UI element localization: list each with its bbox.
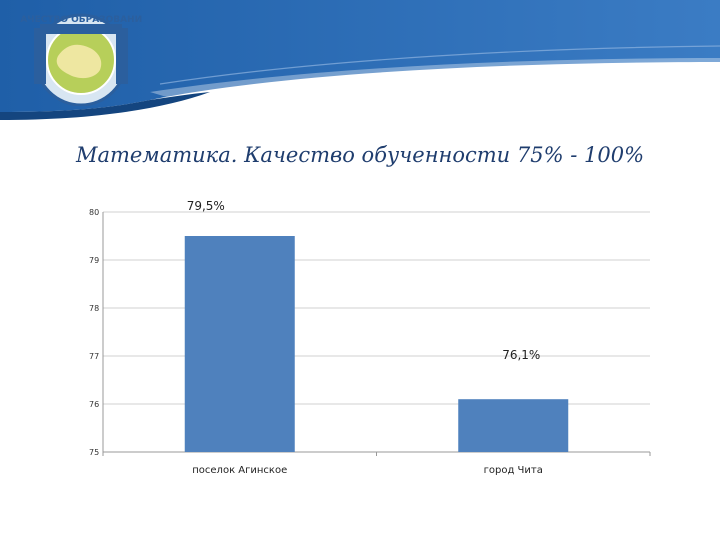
data-label: 79,5% [187, 199, 225, 213]
y-tick-label: 78 [89, 304, 99, 313]
y-tick-label: 76 [89, 400, 99, 409]
y-tick-label: 77 [89, 352, 99, 361]
x-tick-label: город Чита [484, 465, 543, 476]
x-tick-label: поселок Агинское [192, 465, 287, 476]
y-tick-label: 80 [89, 208, 99, 217]
logo-text: КАЧЕСТВО ОБРАЗОВАНИЯ [20, 15, 142, 25]
y-tick-label: 79 [89, 256, 99, 265]
bar-chart: 75 76 77 78 79 80 79,5% поселок Агинское 76,1% го… [89, 199, 651, 476]
chart-title: Математика. Качество обученности 75% - 1… [75, 143, 645, 167]
bar-0 [184, 236, 295, 452]
logo: КАЧЕСТВО ОБРАЗОВАНИЯ [20, 13, 142, 106]
y-tick-label: 75 [89, 448, 99, 457]
data-label: 76,1% [502, 348, 540, 362]
header-banner [0, 0, 720, 120]
bar-1 [458, 399, 569, 452]
